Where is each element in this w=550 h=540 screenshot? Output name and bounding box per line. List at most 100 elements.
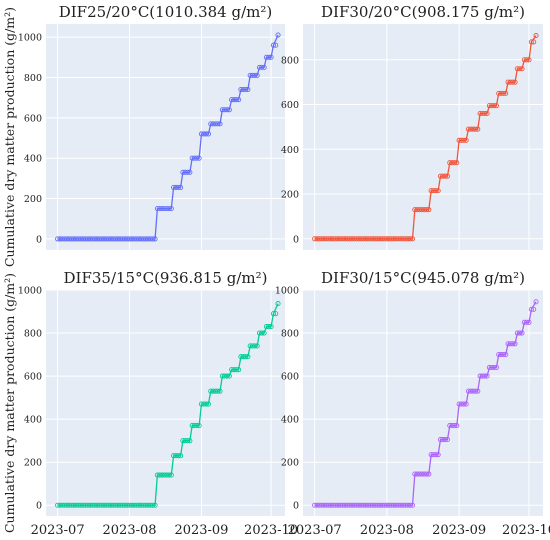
- data-point: [266, 54, 272, 60]
- data-point: [152, 502, 158, 508]
- data-point: [470, 126, 476, 132]
- data-point: [215, 121, 221, 127]
- data-point: [129, 236, 135, 242]
- data-point: [261, 64, 267, 70]
- data-point: [421, 207, 427, 213]
- data-point: [68, 236, 75, 242]
- data-point: [416, 207, 423, 213]
- data-point: [437, 437, 444, 443]
- chart-panel-1: 0 200 400 600 800 1000 DIF25/20°C(1010.384 g/m…: [2, 3, 285, 267]
- data-point: [203, 401, 209, 407]
- data-point: [454, 160, 460, 166]
- data-point: [521, 319, 527, 325]
- data-point: [507, 79, 513, 85]
- data-point: [71, 236, 77, 242]
- data-point: [323, 502, 329, 508]
- data-point: [71, 502, 77, 508]
- data-point: [326, 502, 332, 508]
- series-markers: [55, 301, 281, 508]
- data-point: [486, 103, 492, 109]
- y-tick-label: 0: [36, 501, 42, 512]
- data-point: [456, 401, 462, 407]
- data-point: [510, 341, 516, 347]
- data-point: [259, 64, 265, 70]
- y-tick-label: 200: [281, 458, 299, 469]
- data-point: [344, 236, 350, 242]
- data-point: [252, 343, 258, 349]
- data-point: [326, 236, 332, 242]
- data-point: [187, 438, 193, 444]
- x-tick-label: 2023-08: [103, 523, 157, 538]
- data-point: [426, 207, 432, 213]
- data-point: [217, 388, 223, 394]
- data-point: [493, 103, 499, 109]
- series-markers: [312, 33, 539, 242]
- y-tick-label: 600: [24, 372, 42, 383]
- data-point: [321, 502, 327, 508]
- data-point: [261, 330, 267, 336]
- plot-area: [46, 290, 285, 516]
- data-point: [347, 502, 353, 508]
- data-point: [347, 236, 353, 242]
- data-point: [328, 236, 334, 242]
- y-tick-label: 400: [281, 145, 299, 156]
- data-point: [249, 343, 256, 349]
- y-tick-label: 400: [281, 415, 299, 426]
- data-point: [275, 301, 281, 307]
- data-point: [356, 236, 362, 242]
- data-point: [259, 330, 265, 336]
- data-point: [498, 90, 504, 96]
- x-tick-label: 2023-09: [174, 523, 228, 538]
- data-point: [491, 103, 497, 109]
- data-point: [224, 373, 230, 379]
- data-point: [440, 437, 446, 443]
- data-point: [442, 437, 448, 443]
- data-point: [524, 57, 530, 63]
- data-point: [245, 354, 251, 360]
- data-point: [349, 502, 355, 508]
- data-point: [395, 502, 402, 508]
- data-point: [423, 471, 430, 477]
- data-point: [368, 236, 374, 242]
- data-point: [505, 341, 511, 347]
- data-point: [351, 236, 357, 242]
- data-point: [333, 236, 339, 242]
- x-tick-label: 2023-10: [244, 523, 298, 538]
- data-point: [423, 207, 430, 213]
- data-point: [361, 236, 367, 242]
- data-point: [372, 502, 378, 508]
- data-point: [533, 299, 539, 305]
- data-point: [442, 173, 448, 179]
- data-point: [330, 502, 336, 508]
- data-point: [191, 155, 198, 161]
- data-point: [528, 39, 534, 45]
- data-point: [178, 453, 184, 459]
- data-point: [340, 236, 346, 242]
- data-point: [196, 155, 202, 161]
- x-tick-label: 2023-09: [432, 523, 486, 538]
- data-point: [356, 502, 362, 508]
- data-point: [194, 155, 200, 161]
- data-point: [468, 126, 474, 132]
- data-point: [388, 236, 395, 242]
- data-point: [412, 207, 418, 213]
- data-point: [321, 236, 327, 242]
- data-point: [340, 502, 346, 508]
- data-point: [407, 236, 413, 242]
- data-point: [475, 388, 481, 394]
- y-tick-label: 1000: [18, 33, 42, 44]
- data-point: [430, 188, 437, 194]
- data-point: [444, 173, 451, 179]
- x-tick-label: 2023-07: [31, 523, 85, 538]
- data-point: [194, 423, 200, 429]
- y-tick-label: 200: [24, 194, 42, 205]
- data-point: [391, 236, 397, 242]
- data-point: [270, 42, 276, 48]
- data-point: [447, 160, 453, 166]
- data-point: [268, 54, 274, 60]
- data-point: [514, 330, 520, 336]
- data-point: [249, 72, 256, 79]
- data-point: [333, 502, 339, 508]
- data-point: [402, 236, 409, 242]
- data-point: [365, 236, 371, 242]
